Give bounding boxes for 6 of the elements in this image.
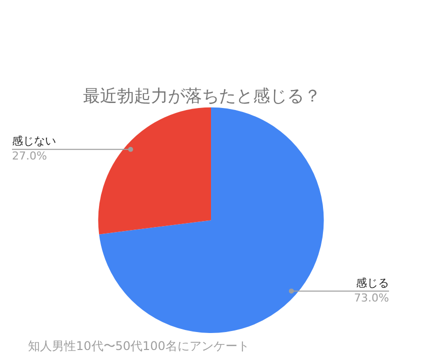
chart-title: 最近勃起力が落ちたと感じる？ (83, 86, 321, 107)
slice-label: 感じる (356, 276, 389, 290)
data-label: 27.0% (12, 150, 47, 163)
slice-label: 感じない (12, 134, 56, 148)
data-label: 73.0% (354, 291, 389, 304)
text: 知人男性10代〜50代100名にアンケート (28, 339, 250, 354)
